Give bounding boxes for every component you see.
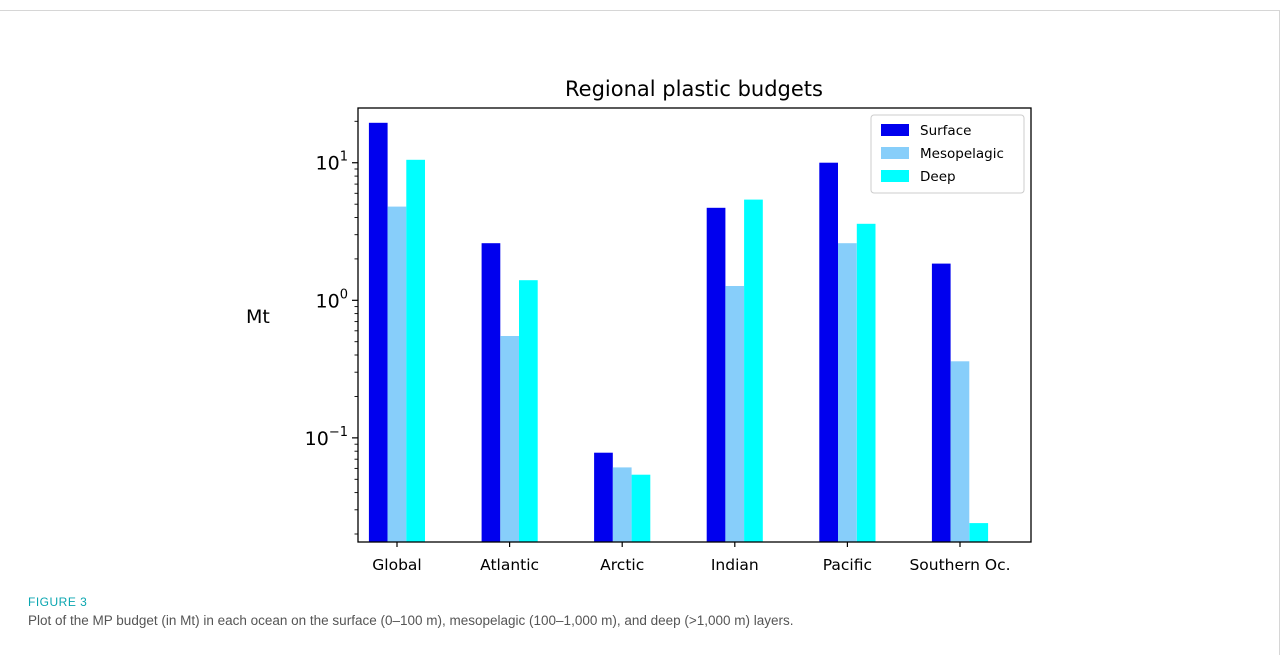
bar-atlantic-mesopelagic — [500, 336, 519, 542]
x-tick-label: Indian — [711, 556, 759, 574]
y-axis-label: Mt — [246, 306, 270, 328]
bar-southern-oc-mesopelagic — [950, 361, 970, 542]
bar-atlantic-surface — [481, 243, 501, 542]
bar-indian-mesopelagic — [725, 286, 745, 542]
bar-arctic-deep — [631, 474, 651, 542]
bar-chart: Regional plastic budgets Mt 10−1 100 101 G… — [246, 77, 1032, 574]
bar-arctic-mesopelagic — [612, 467, 632, 542]
legend-label-mesopelagic: Mesopelagic — [920, 146, 1004, 162]
y-tick-label: 101 — [316, 150, 348, 175]
figure-caption: Plot of the MP budget (in Mt) in each oc… — [28, 613, 794, 628]
bar-indian-deep — [744, 199, 763, 542]
x-ticks-group: Global Atlantic Arctic Indian Pacific Souther… — [372, 542, 1011, 574]
bar-atlantic-deep — [519, 280, 538, 542]
bar-southern-oc-deep — [969, 523, 989, 542]
plot-area-border — [357, 107, 1032, 543]
legend: Surface Mesopelagic Deep — [870, 114, 1025, 194]
y-tick-label: 10−1 — [305, 425, 348, 450]
x-tick-label: Global — [372, 556, 421, 574]
legend-swatch-surface — [881, 124, 909, 136]
bar-global-surface — [368, 122, 388, 543]
y-ticks-group: 10−1 100 101 — [305, 120, 358, 535]
legend-box — [870, 114, 1025, 194]
legend-swatch-deep — [881, 170, 909, 182]
y-tick-label: 100 — [316, 287, 348, 312]
bar-arctic-surface — [594, 452, 613, 542]
x-tick-label: Pacific — [823, 556, 872, 574]
bar-global-mesopelagic — [387, 206, 407, 542]
figure-label: FIGURE 3 — [28, 595, 88, 609]
figure-frame — [0, 10, 1280, 655]
legend-swatch-mesopelagic — [881, 147, 909, 159]
chart-title: Regional plastic budgets — [565, 77, 823, 101]
bar-pacific-mesopelagic — [838, 243, 857, 542]
bar-pacific-deep — [856, 223, 876, 543]
x-tick-label: Southern Oc. — [909, 556, 1010, 574]
x-tick-label: Arctic — [600, 556, 644, 574]
bars-group — [368, 122, 989, 543]
bar-indian-surface — [706, 207, 726, 543]
legend-label-surface: Surface — [920, 123, 971, 139]
legend-label-deep: Deep — [920, 169, 956, 185]
bar-pacific-surface — [819, 162, 838, 542]
bar-global-deep — [406, 159, 425, 543]
bar-southern-oc-surface — [931, 263, 951, 542]
x-tick-label: Atlantic — [480, 556, 539, 574]
